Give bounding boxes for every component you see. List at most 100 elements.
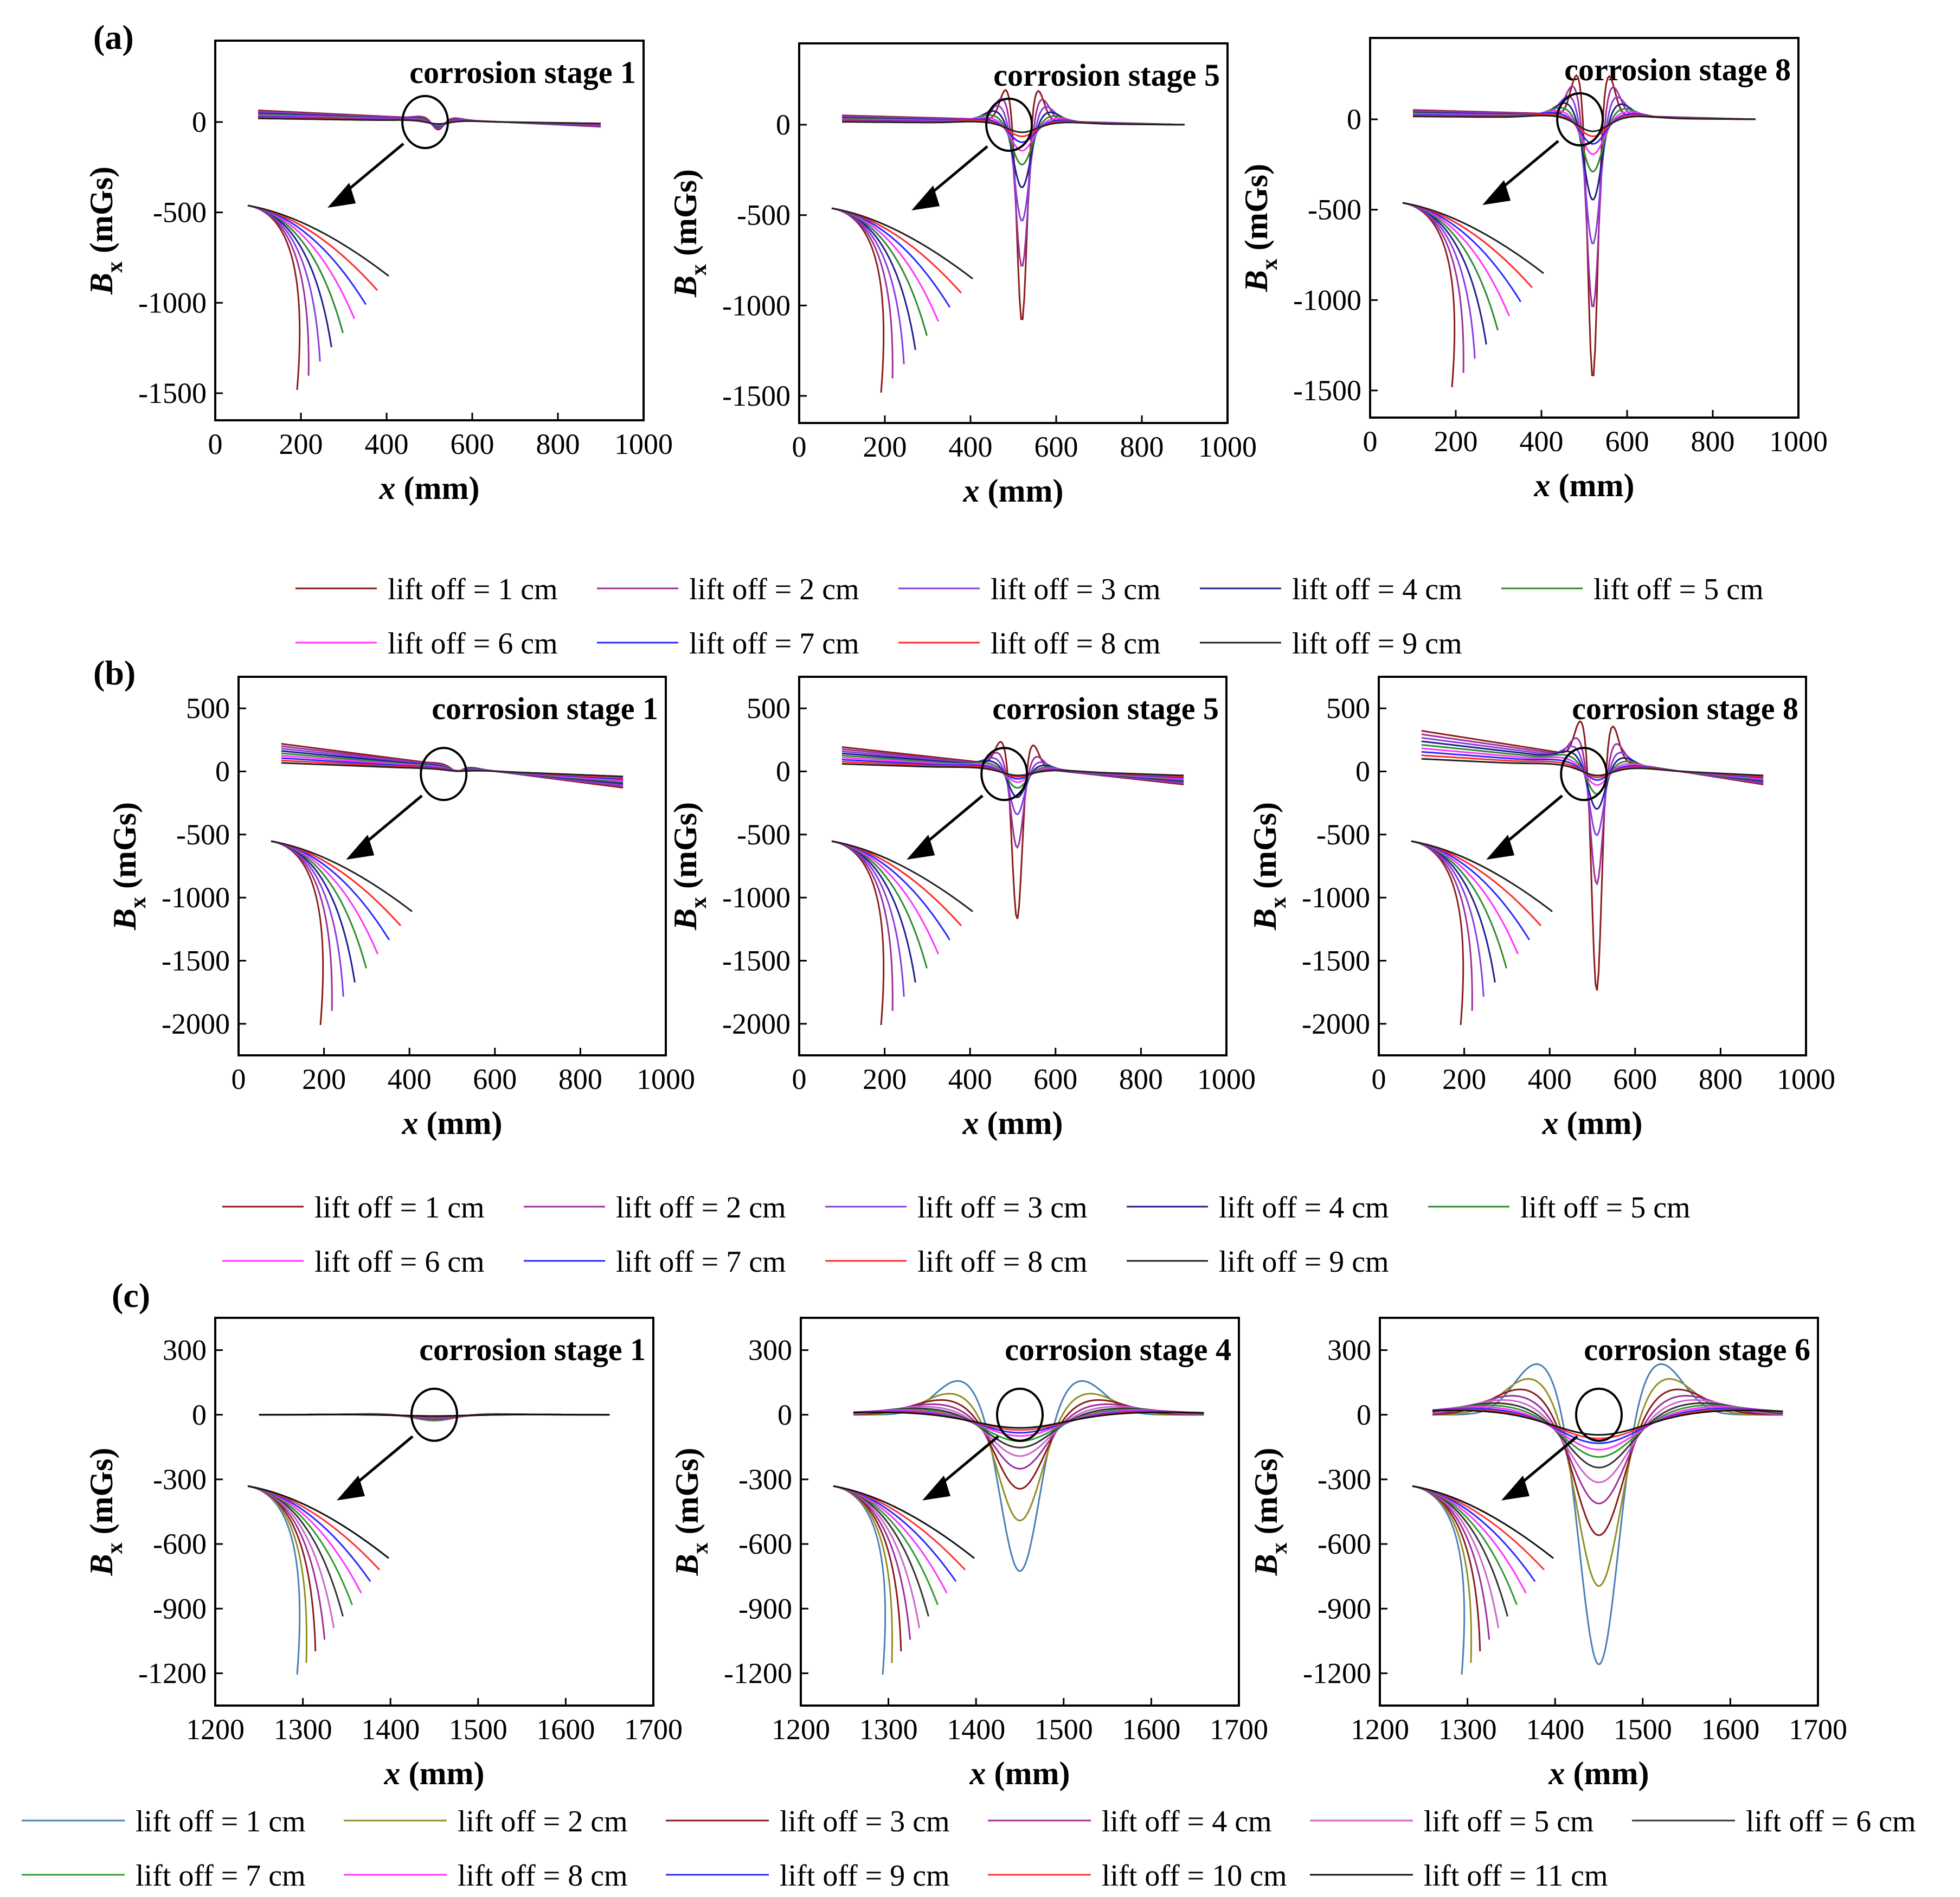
- plot-frame: [1378, 676, 1807, 1056]
- y-tick-label: 0: [776, 108, 791, 141]
- y-tick-label: -500: [1308, 194, 1361, 226]
- zoom-circle: [1560, 747, 1608, 802]
- legend-item: lift off = 7 cm: [22, 1859, 306, 1893]
- plot-frame: [1369, 37, 1800, 419]
- x-tick-label: 1700: [1210, 1713, 1268, 1746]
- legend-item: lift off = 2 cm: [344, 1805, 628, 1838]
- y-tick-label: -1000: [138, 286, 207, 319]
- legend-label: lift off = 8 cm: [991, 627, 1161, 661]
- legend-label: lift off = 10 cm: [1102, 1859, 1287, 1893]
- legend-label: lift off = 6 cm: [314, 1245, 485, 1279]
- x-tick-label: 1500: [1614, 1713, 1672, 1746]
- x-axis-title: x (mm): [963, 473, 1064, 509]
- legend-a: lift off = 1 cm lift off = 2 cm lift off =…: [295, 573, 1764, 661]
- x-tick-label: 1000: [1198, 431, 1257, 463]
- zoom-arrow-head: [346, 835, 375, 860]
- legend-item: lift off = 6 cm: [1632, 1805, 1916, 1838]
- y-tick-label: -1000: [1302, 881, 1370, 914]
- zoom-inset: [1412, 1485, 1554, 1675]
- x-axis-title: x (mm): [402, 1105, 503, 1141]
- x-tick-label: 800: [1699, 1063, 1743, 1095]
- y-tick-label: -1500: [138, 377, 207, 409]
- panel-letter-b: (b): [93, 653, 136, 692]
- y-tick-label: -1000: [162, 881, 230, 914]
- y-axis-title: Bx (mGs): [1247, 802, 1291, 931]
- y-tick-label: -900: [738, 1592, 792, 1625]
- series-line-lift-9: [841, 763, 1184, 777]
- x-tick-label: 400: [365, 428, 409, 460]
- legend-item: lift off = 4 cm: [988, 1805, 1272, 1838]
- chart-title: corrosion stage 8: [1564, 52, 1791, 87]
- x-tick-label: 1700: [624, 1713, 683, 1746]
- legend-label: lift off = 5 cm: [1520, 1191, 1691, 1225]
- y-tick-label: 0: [1347, 103, 1361, 136]
- x-tick-label: 1000: [637, 1063, 695, 1095]
- legend-label: lift off = 6 cm: [388, 627, 558, 661]
- x-tick-label: 1600: [1122, 1713, 1180, 1746]
- y-tick-label: -2000: [1302, 1008, 1370, 1040]
- legend-label: lift off = 9 cm: [1292, 627, 1462, 661]
- x-tick-label: 0: [208, 428, 223, 460]
- series-line-lift-11: [853, 1411, 1204, 1429]
- x-axis-title: x (mm): [969, 1755, 1070, 1791]
- y-tick-label: 300: [748, 1334, 792, 1367]
- zoom-inset: [831, 207, 973, 393]
- legend-item: lift off = 9 cm: [1200, 627, 1462, 661]
- y-tick-label: -500: [176, 818, 230, 851]
- series-group: [1421, 720, 1764, 991]
- inset-line-lift-11: [247, 1485, 389, 1559]
- y-axis-title: Bx (mGs): [1238, 164, 1282, 292]
- x-axis-title: x (mm): [379, 470, 480, 506]
- y-tick-label: -500: [737, 818, 791, 851]
- series-line-lift-9: [842, 120, 1185, 133]
- chart-c1: 1200 1300 1400 1500 1600 1700 -1200 -900 -600 -30…: [83, 1317, 683, 1791]
- x-tick-label: 600: [1605, 425, 1649, 458]
- chart-title: corrosion stage 1: [409, 55, 636, 90]
- series-line-lift-9: [258, 117, 601, 125]
- zoom-inset: [247, 1485, 389, 1675]
- x-axis-title: x (mm): [962, 1105, 1063, 1141]
- zoom-arrow-head: [911, 185, 940, 210]
- chart-a1: 0 200 400 600 800 1000 -1500 -1000 -500 0 x (mm) Bx…: [83, 40, 673, 506]
- zoom-circle: [420, 747, 468, 802]
- x-axis-title: x (mm): [1534, 467, 1635, 503]
- zoom-circle: [410, 1387, 458, 1442]
- zoom-circle: [1575, 1387, 1623, 1442]
- y-tick-label: -1500: [162, 945, 230, 977]
- zoom-arrow-head: [907, 835, 935, 860]
- x-tick-label: 200: [279, 428, 323, 460]
- legend-label: lift off = 4 cm: [1102, 1805, 1272, 1838]
- legend-label: lift off = 8 cm: [458, 1859, 628, 1893]
- series-line-lift-11: [259, 1413, 610, 1417]
- legend-item: lift off = 6 cm: [295, 627, 558, 661]
- x-tick-label: 800: [536, 428, 580, 460]
- legend-item: lift off = 9 cm: [666, 1859, 950, 1893]
- legend-item: lift off = 1 cm: [295, 573, 558, 606]
- y-tick-label: -1200: [1303, 1657, 1371, 1689]
- y-tick-label: -900: [153, 1592, 207, 1625]
- legend-label: lift off = 7 cm: [136, 1859, 306, 1893]
- y-tick-label: 300: [163, 1334, 207, 1367]
- zoom-inset: [271, 840, 413, 1026]
- chart-b2: 0 200 400 600 800 1000 -2000 -1500 -1000 -500 0 500…: [667, 676, 1256, 1141]
- legend-label: lift off = 11 cm: [1424, 1859, 1608, 1893]
- legend-item: lift off = 5 cm: [1501, 573, 1764, 606]
- y-tick-label: -1000: [722, 289, 791, 322]
- plot-frame: [800, 1317, 1240, 1707]
- x-tick-label: 600: [1613, 1063, 1657, 1095]
- x-tick-label: 1300: [859, 1713, 918, 1746]
- inset-line-lift-9: [247, 204, 389, 277]
- x-tick-label: 1500: [449, 1713, 507, 1746]
- chart-title: corrosion stage 5: [992, 691, 1219, 726]
- legend-item: lift off = 6 cm: [222, 1245, 485, 1279]
- x-tick-label: 1000: [614, 428, 673, 460]
- x-tick-label: 1000: [1769, 425, 1828, 458]
- x-tick-label: 1400: [361, 1713, 420, 1746]
- y-tick-label: 0: [192, 1399, 207, 1431]
- y-tick-label: -600: [153, 1528, 207, 1560]
- series-line-lift-9: [281, 762, 624, 778]
- y-tick-label: -900: [1318, 1592, 1371, 1625]
- legend-c: lift off = 1 cm lift off = 2 cm lift off =…: [22, 1805, 1916, 1893]
- series-line-lift-9: [1432, 1407, 1783, 1444]
- series-line-lift-7: [1432, 1404, 1783, 1458]
